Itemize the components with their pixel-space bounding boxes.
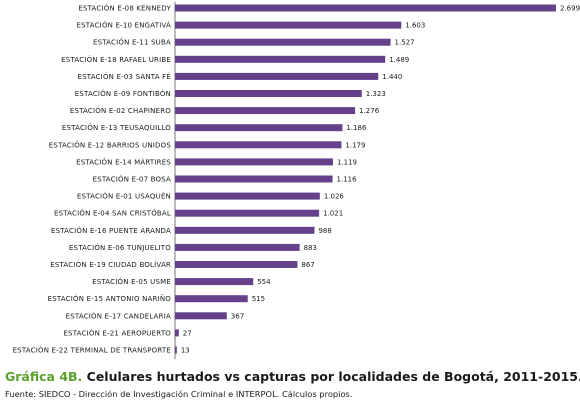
category-label: ESTACIÓN E-02 CHAPINERO: [70, 106, 171, 115]
bar: [175, 312, 227, 320]
category-label: ESTACIÓN E-15 ANTONIO NARIÑO: [48, 294, 172, 303]
bar: [175, 141, 342, 149]
value-label: 367: [231, 312, 244, 320]
value-label: 988: [318, 227, 331, 235]
category-label: ESTACIÓN E-13 TEUSAQUILLO: [62, 123, 171, 132]
category-label: ESTACIÓN E-14 MÁRTIRES: [76, 157, 171, 166]
bar: [175, 175, 333, 183]
bar: [175, 295, 248, 303]
caption-title: Celulares hurtados vs capturas por local…: [82, 369, 580, 384]
value-label: 1.276: [359, 107, 380, 115]
bar: [175, 209, 320, 217]
chart-caption: Gráfica 4B. Celulares hurtados vs captur…: [5, 369, 580, 384]
category-label: ESTACIÓN E-07 BOSA: [93, 175, 171, 184]
category-label: ESTACIÓN E-16 PUENTE ARANDA: [51, 226, 171, 235]
bar: [175, 124, 343, 132]
category-label: ESTACIÓN E-03 SANTA FÉ: [78, 72, 171, 81]
value-label: 554: [257, 278, 271, 286]
category-label: ESTACIÓN E-17 CANDELARIA: [66, 311, 171, 320]
value-label: 1.186: [346, 124, 367, 132]
category-label: ESTACIÓN E-12 BARRIOS UNIDOS: [49, 140, 172, 149]
source-note: Fuente: SIEDCO - Dirección de Investigac…: [5, 389, 353, 399]
bar: [175, 21, 402, 29]
value-label: 1.116: [337, 176, 358, 184]
bar: [175, 55, 386, 63]
caption-prefix: Gráfica 4B.: [5, 369, 83, 384]
bar: [175, 107, 356, 115]
category-label: ESTACIÓN E-21 AEROPUERTO: [63, 328, 171, 337]
category-label: ESTACIÓN E-22 TERMINAL DE TRANSPORTE: [13, 346, 171, 355]
bar: [175, 329, 179, 337]
bar: [175, 4, 556, 12]
value-label: 1.021: [323, 210, 343, 218]
value-label: 1.527: [395, 39, 415, 47]
value-label: 1.603: [405, 22, 425, 30]
value-label: 1.119: [337, 158, 357, 166]
category-label: ESTACIÓN E-05 USME: [92, 277, 171, 286]
bar: [175, 226, 315, 234]
bar: [175, 278, 254, 286]
category-label: ESTACIÓN E-08 KENNEDY: [78, 4, 171, 13]
value-label: 1.179: [345, 141, 365, 149]
value-label: 13: [181, 347, 190, 355]
category-label: ESTACIÓN E-09 FONTIBÓN: [75, 89, 171, 98]
value-label: 1.026: [324, 193, 345, 201]
bar: [175, 38, 391, 46]
bar: [175, 90, 362, 97]
value-label: 2.699: [560, 5, 580, 13]
category-label: ESTACIÓN E-18 RAFAEL URIBE: [61, 55, 171, 64]
value-label: 1.440: [382, 73, 402, 81]
value-label: 1.489: [389, 56, 409, 64]
bar: [175, 192, 320, 200]
category-label: ESTACIÓN E-19 CIUDAD BOLÍVAR: [50, 260, 171, 269]
value-label: 27: [183, 329, 192, 337]
bar: [175, 158, 333, 166]
category-label: ESTACIÓN E-11 SUBA: [93, 38, 171, 47]
category-label: ESTACIÓN E-06 TUNJUELITO: [69, 243, 171, 252]
value-label: 515: [252, 295, 265, 303]
value-label: 883: [304, 244, 317, 252]
bar: [175, 72, 379, 80]
category-label: ESTACIÓN E-10 ENGATIVÁ: [77, 21, 171, 30]
value-label: 867: [301, 261, 314, 269]
bar: [175, 346, 177, 354]
bar: [175, 243, 300, 251]
bar-chart: ESTACIÓN E-08 KENNEDY 2.699 ESTACIÓN E-10 …: [13, 2, 580, 360]
category-label: ESTACIÓN E-01 USAQUÉN: [77, 192, 171, 201]
category-label: ESTACIÓN E-04 SAN CRISTÓBAL: [54, 209, 171, 218]
bar: [175, 261, 298, 268]
value-label: 1.323: [366, 90, 386, 98]
